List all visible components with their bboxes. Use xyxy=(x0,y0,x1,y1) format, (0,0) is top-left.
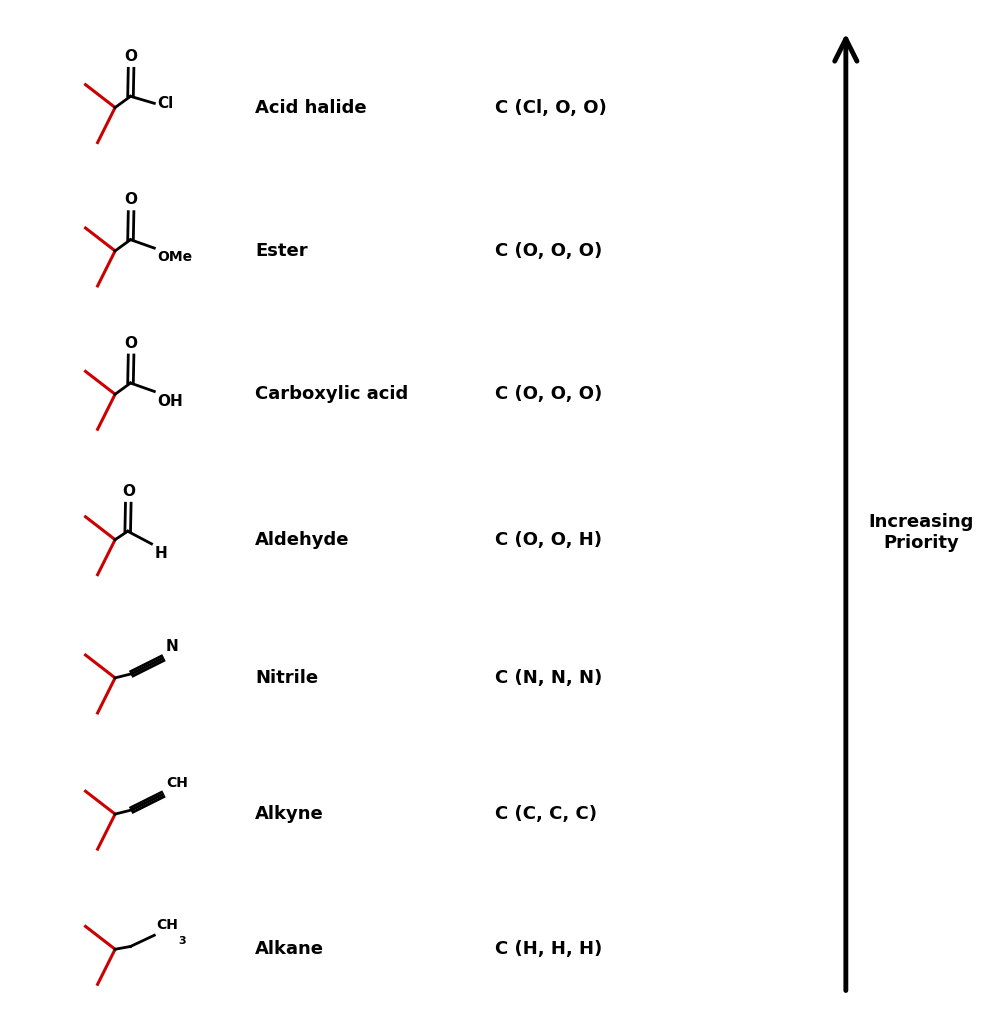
Text: Alkane: Alkane xyxy=(255,940,324,958)
Text: Carboxylic acid: Carboxylic acid xyxy=(255,385,408,403)
Text: 3: 3 xyxy=(178,936,186,946)
Text: C (Cl, O, O): C (Cl, O, O) xyxy=(495,98,608,117)
Text: Nitrile: Nitrile xyxy=(255,669,318,687)
Text: OMe: OMe xyxy=(157,250,192,264)
Text: C (O, O, O): C (O, O, O) xyxy=(495,242,603,260)
Text: H: H xyxy=(154,546,167,561)
Text: O: O xyxy=(122,484,135,499)
Text: N: N xyxy=(166,639,179,654)
Text: Cl: Cl xyxy=(158,96,174,111)
Text: CH: CH xyxy=(156,918,178,932)
Text: C (O, O, O): C (O, O, O) xyxy=(495,385,603,403)
Text: Ester: Ester xyxy=(255,242,308,260)
Text: Increasing
Priority: Increasing Priority xyxy=(868,513,974,552)
Text: Acid halide: Acid halide xyxy=(255,98,367,117)
Text: CH: CH xyxy=(166,776,188,791)
Text: Aldehyde: Aldehyde xyxy=(255,530,349,549)
Text: Alkyne: Alkyne xyxy=(255,805,324,823)
Text: OH: OH xyxy=(157,393,183,409)
Text: O: O xyxy=(124,336,137,351)
Text: C (N, N, N): C (N, N, N) xyxy=(495,669,603,687)
Text: O: O xyxy=(124,193,137,208)
Text: C (O, O, H): C (O, O, H) xyxy=(495,530,603,549)
Text: C (H, H, H): C (H, H, H) xyxy=(495,940,603,958)
Text: C (C, C, C): C (C, C, C) xyxy=(495,805,598,823)
Text: O: O xyxy=(124,49,137,65)
